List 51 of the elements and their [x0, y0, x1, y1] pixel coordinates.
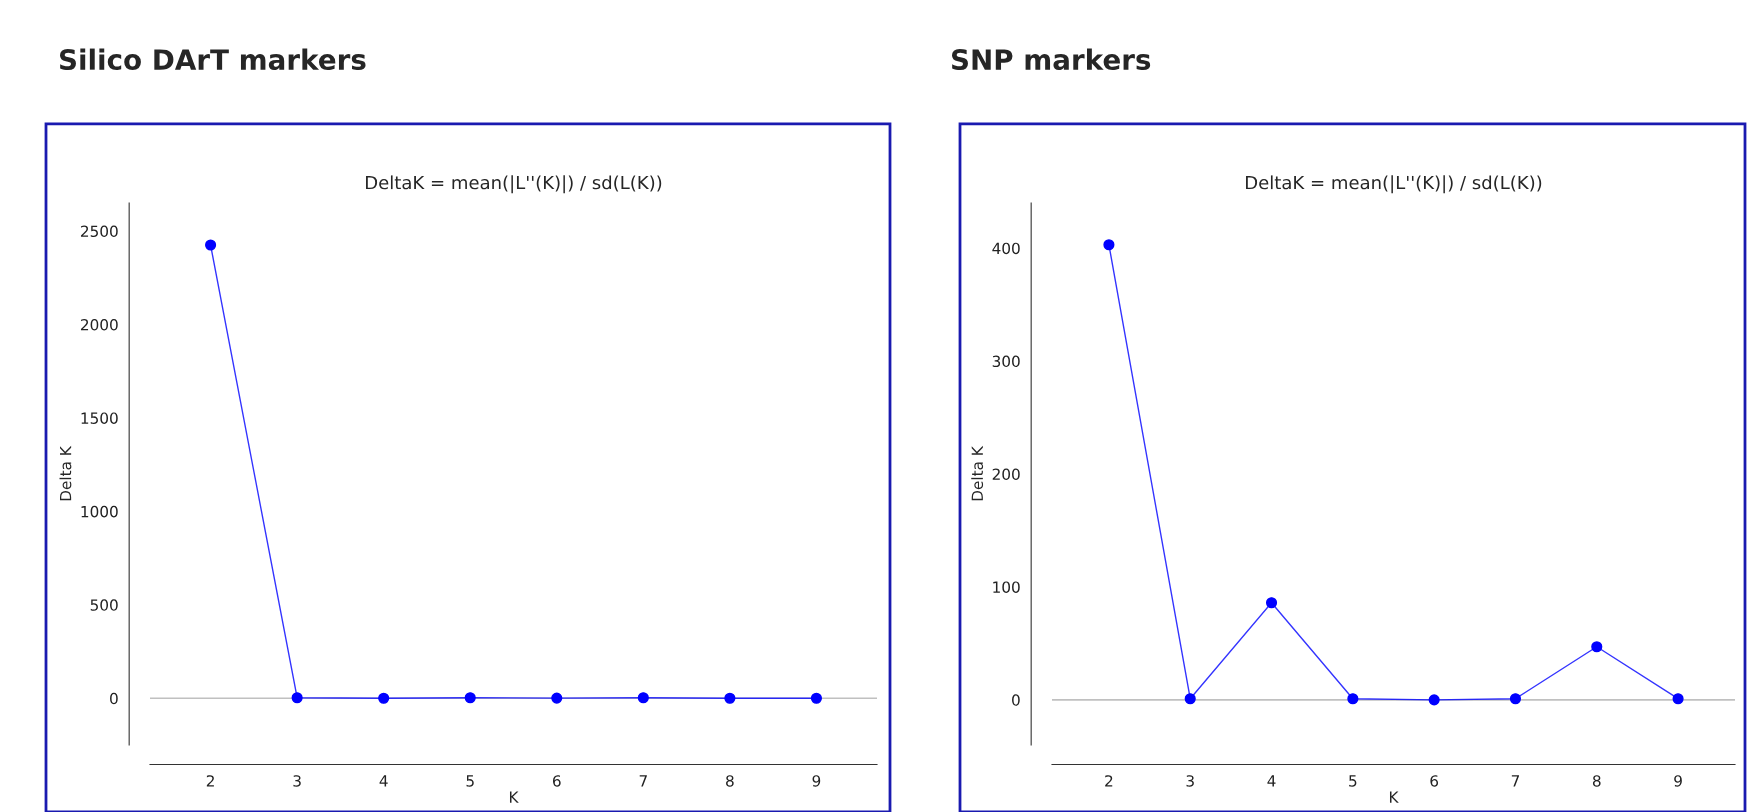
point [464, 692, 476, 704]
chart-subtitle: DeltaK = mean(|L''(K)|) / sd(L(K)) [1246, 175, 1542, 194]
x-tick-label: 9 [812, 775, 821, 787]
x-tick-label: 3 [1186, 775, 1194, 787]
point [637, 692, 649, 704]
x-tick-label: 5 [1349, 775, 1357, 787]
y-tick-label: 0 [1012, 694, 1020, 706]
point [1265, 597, 1278, 609]
x-tick-label: 9 [1674, 775, 1682, 787]
x-tick-label: 4 [1267, 775, 1276, 787]
point [291, 692, 303, 704]
x-axis-title: K [509, 791, 519, 803]
x-tick-label: 3 [293, 775, 301, 787]
chart-title: SNP markers [951, 48, 1151, 71]
x-tick-label: 5 [466, 775, 474, 787]
point [1428, 694, 1440, 706]
y-tick-label: 500 [90, 599, 118, 611]
point [1591, 641, 1603, 653]
y-axis-title: Delta K [59, 445, 72, 501]
point [1184, 693, 1196, 705]
chart-subtitle: DeltaK = mean(|L''(K)|) / sd(L(K)) [366, 175, 662, 194]
x-tick-label: 7 [1511, 775, 1520, 787]
point [378, 692, 390, 704]
x-tick-label: 6 [1430, 775, 1439, 787]
point [1103, 239, 1115, 251]
x-tick-label: 2 [206, 775, 214, 787]
y-tick-label: 200 [992, 468, 1020, 481]
x-axis-title: K [1389, 791, 1399, 803]
x-tick-label: 4 [379, 775, 388, 787]
y-axis-title: Delta K [971, 445, 984, 501]
x-tick-label: 8 [1592, 775, 1601, 787]
point [1509, 693, 1522, 705]
x-tick-label: 2 [1105, 775, 1113, 787]
y-tick-label: 0 [110, 692, 118, 705]
point [810, 692, 822, 704]
point [551, 692, 563, 704]
point [1672, 693, 1684, 705]
x-tick-label: 6 [552, 775, 561, 787]
point [724, 692, 736, 704]
point [205, 239, 217, 251]
y-tick-label: 2000 [80, 318, 118, 331]
y-tick-label: 100 [993, 581, 1020, 593]
y-tick-label: 300 [992, 355, 1020, 368]
x-tick-label: 7 [639, 775, 647, 787]
chart-title: Silico DArT markers [59, 48, 366, 71]
y-tick-label: 1000 [81, 505, 118, 518]
x-tick-label: 8 [726, 775, 734, 787]
y-tick-label: 2500 [80, 225, 118, 238]
y-tick-label: 1500 [81, 412, 118, 424]
y-tick-label: 400 [992, 242, 1020, 255]
point [1347, 693, 1359, 705]
